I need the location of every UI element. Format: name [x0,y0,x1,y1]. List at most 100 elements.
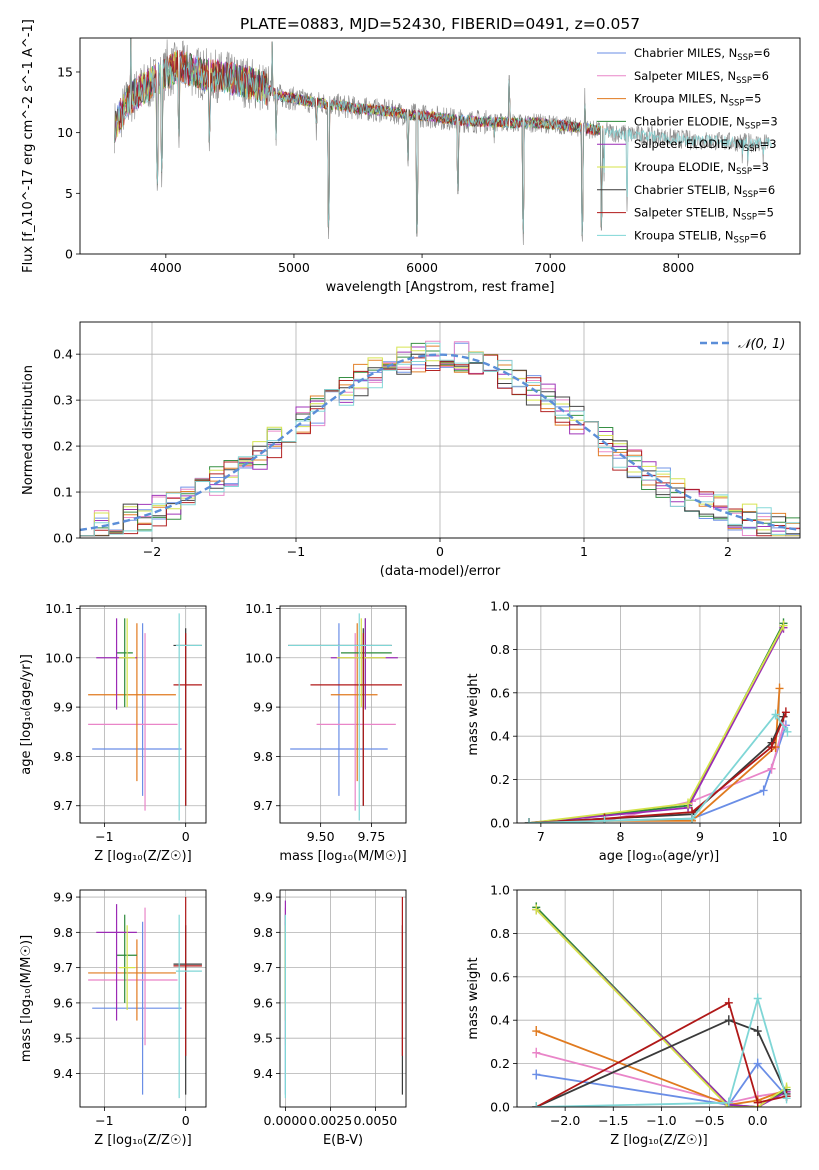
y-tick-label: 0.3 [53,393,73,408]
weight-marker-kroupa-stelib [524,818,533,823]
axes: −2.0 −1.5 −1.0 −0.5 0.0 0.0 0.2 0.4 0.6 0.8 1.0 [490,883,768,1129]
x-tick-label: 0 [436,544,444,559]
axes-frame [79,321,801,539]
errorbar-salpeter-miles [88,907,178,1046]
y-tick-label: 9.9 [253,700,273,715]
x-tick-label: 0 [182,1113,190,1128]
weight-line-chabrier-stelib [535,1019,788,1107]
errorbar-salpeter-stelib [173,897,202,1056]
errorbar-salpeter-miles [316,633,396,811]
weight-marker-kroupa-elodie [532,904,541,915]
x-axis-label: age [log₁₀(age/yr)] [599,849,720,864]
weight-marker-chabrier-miles [753,1058,762,1069]
axes: 4000 5000 6000 7000 8000 0 5 10 15 [57,64,694,275]
axes: 0.0000 0.0025 0.0050 9.4 9.5 9.6 9.7 9.8 9.9 [253,890,397,1128]
axes-frame [279,605,407,824]
y-tick-label: 0.0 [490,816,510,831]
y-tick-label: 0.2 [490,1056,510,1071]
weight-line-salpeter-miles [536,1051,787,1104]
chart-residuals: −2 −1 0 1 2 0.0 0.1 0.2 0.3 0.4 (data-model)/error… [21,321,801,579]
axes: −1 0 9.4 9.5 9.6 9.7 9.8 9.9 [53,890,190,1128]
x-tick-label: 2 [724,544,732,559]
errorbar-kroupa-miles [88,623,176,782]
legend: 𝒩(0, 1) [700,337,785,352]
plot-area [532,902,791,1107]
errorbar-chabrier-elodie [116,618,133,708]
errorbar-kroupa-elodie [336,618,386,708]
y-tick-label: 0.1 [53,485,73,500]
y-tick-label: 9.6 [253,995,273,1010]
y-tick-label: 15 [57,64,73,79]
weight-marker-kroupa-miles [532,1026,541,1037]
residual-histogram-salpeter-stelib [80,354,800,537]
weight-marker-chabrier-stelib [753,1026,762,1037]
y-tick-label: 9.4 [53,1066,73,1081]
x-axis-label: Z [log₁₀(Z/Z☉)] [610,1133,707,1148]
y-tick-label: 9.7 [253,798,273,813]
x-axis-label: Z [log₁₀(Z/Z☉)] [94,849,191,864]
x-tick-label: −2 [143,544,161,559]
x-axis-label: (data-model)/error [380,564,501,579]
y-tick-label: 9.7 [53,798,73,813]
y-axis-label: age [log₁₀(age/yr)] [19,654,34,775]
weight-marker-kroupa-stelib [782,1093,791,1104]
errorbar-salpeter-miles [88,633,178,811]
errorbar-kroupa-stelib [288,613,392,821]
y-tick-label: 1.0 [490,883,510,898]
weight-marker-kroupa-stelib [753,993,762,1004]
axes: −1 0 9.7 9.8 9.9 10.0 10.1 [45,601,190,844]
y-tick-label: 9.9 [53,700,73,715]
y-tick-label: 0 [65,247,73,262]
model-spectrum-kroupa-stelib [114,38,773,236]
y-tick-label: 10.1 [245,601,273,616]
chart-age-vs-Z: −1 0 9.7 9.8 9.9 10.0 10.1 Z [log₁₀(Z/Z☉)] age [… [19,601,207,864]
chart-mass-vs-Z: −1 0 9.4 9.5 9.6 9.7 9.8 9.9 Z [log₁₀(Z/Z☉)] mass… [19,889,207,1148]
errorbar-salpeter-stelib [310,633,402,806]
y-tick-label: 9.7 [253,960,273,975]
y-tick-label: 9.8 [253,925,273,940]
y-tick-label: 1.0 [490,599,510,614]
x-tick-label: −1 [95,1113,113,1128]
errorbar-kroupa-stelib [175,914,202,1099]
legend-entry: 𝒩(0, 1) [738,337,785,352]
axes: 7 8 9 10 0.0 0.2 0.4 0.6 0.8 1.0 [490,599,787,845]
axes: 9.50 9.75 9.7 9.8 9.9 10.0 10.1 [245,601,385,844]
x-tick-label: 8 [616,829,624,844]
y-tick-label: 0.0 [53,531,73,546]
y-tick-label: 10 [57,125,73,140]
plot-area [288,613,402,821]
x-tick-label: −0.5 [694,1113,724,1128]
x-tick-label: 9 [696,829,704,844]
x-tick-label: 7000 [534,260,566,275]
axes-frame [79,605,207,824]
legend-entry: Kroupa ELODIE, NSSP=3 [634,160,769,177]
x-tick-label: 0.0000 [264,1113,308,1128]
x-tick-label: −1 [287,544,305,559]
y-tick-label: 0.4 [490,1013,510,1028]
chart-massweight-vs-Z: −2.0 −1.5 −1.0 −0.5 0.0 0.0 0.2 0.4 0.6 0.8 1.0 Z [… [466,883,802,1148]
errorbar-kroupa-miles [330,623,378,782]
x-tick-label: 5000 [278,260,310,275]
x-tick-label: 10 [772,829,788,844]
chart-age-vs-mass: 9.50 9.75 9.7 9.8 9.9 10.0 10.1 mass [log₁₀(M/M… [245,601,407,864]
weight-line-kroupa-elodie [535,908,788,1107]
y-tick-label: 9.8 [53,749,73,764]
weight-marker-kroupa-stelib [771,709,780,720]
legend-entry: Kroupa STELIB, NSSP=6 [634,228,766,245]
legend-entry: Chabrier STELIB, NSSP=6 [634,183,775,200]
x-axis-label: Z [log₁₀(Z/Z☉)] [94,1133,191,1148]
x-axis-label: wavelength [Angstrom, rest frame] [326,280,555,295]
plot-area [524,618,792,823]
weight-line-kroupa-miles [535,1030,787,1106]
y-axis-label: mass weight [466,957,481,1039]
plot-area [88,613,202,821]
errorbar-kroupa-miles [88,939,176,1021]
x-tick-label: −2.0 [550,1113,580,1128]
weight-marker-kroupa-elodie [779,620,788,631]
y-tick-label: 0.6 [490,685,510,700]
plot-area [80,340,800,537]
plot-area [284,897,403,1099]
weight-marker-kroupa-stelib [600,815,609,823]
y-axis-label: mass [log₁₀(M/M☉)] [19,935,34,1062]
x-tick-label: −1 [95,829,113,844]
